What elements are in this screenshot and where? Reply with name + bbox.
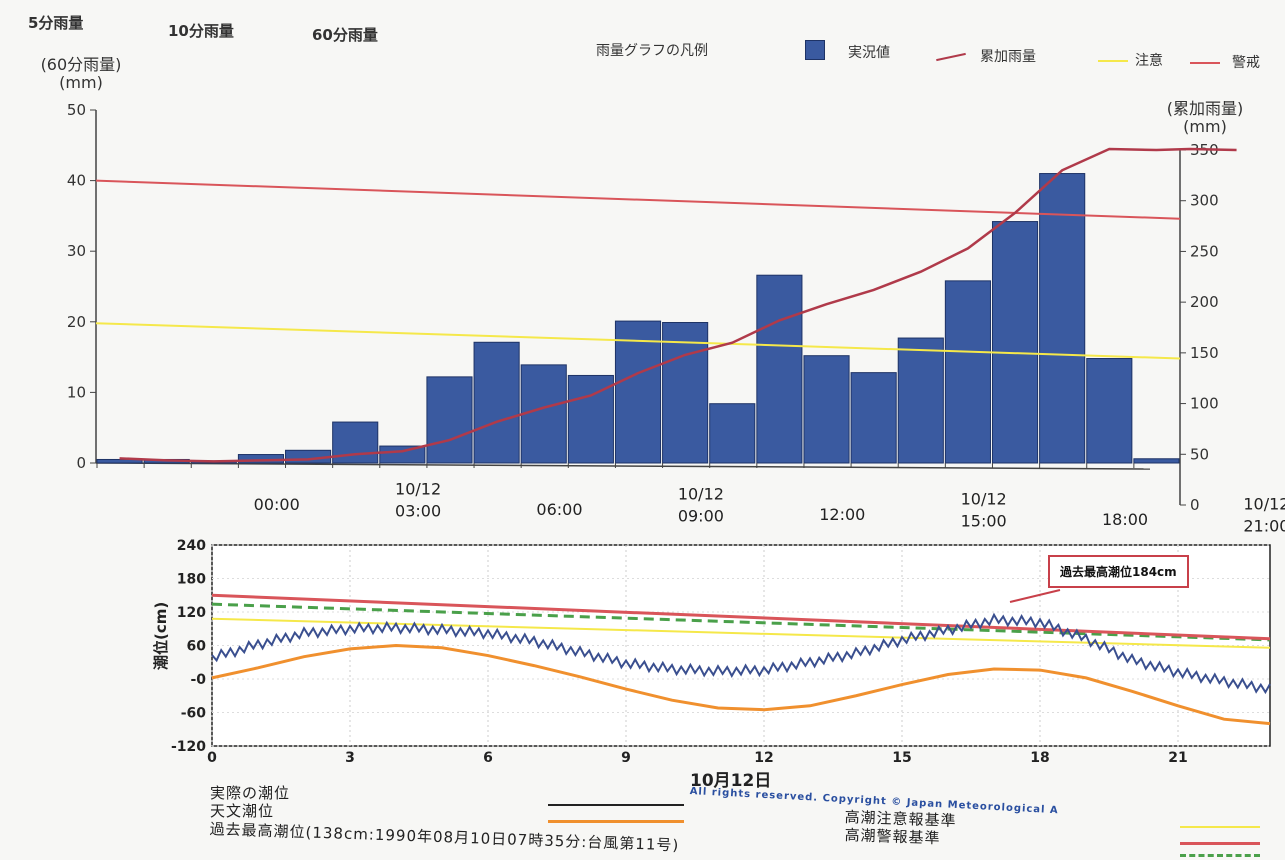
x-tick-label-time: 09:00 <box>678 507 724 526</box>
callout-pointer <box>1009 589 1061 603</box>
x-tick-label-date: 10/12 <box>678 485 724 504</box>
rain-bar <box>614 320 662 464</box>
tide-warning-line <box>211 602 1271 642</box>
tide-x-tick-label: 9 <box>621 750 631 766</box>
record-tide-callout: 過去最高潮位184cm <box>1048 555 1189 588</box>
right-tick-label: 50 <box>1190 445 1209 463</box>
tide-legend-record: 過去最高潮位(138cm:1990年08月10日07時35分:台風第11号) <box>209 819 680 855</box>
left-tick-label: 20 <box>67 313 86 331</box>
left-tick-label: 10 <box>67 383 86 401</box>
x-tick-label-date: 10/12 <box>1243 495 1285 514</box>
right-tick-label: 200 <box>1190 293 1219 311</box>
tide-legend-swatch-record <box>1180 854 1260 857</box>
rain-bar <box>897 337 944 464</box>
tide-x-axis-title: 10月12日 <box>690 771 772 791</box>
legend-swatch-caution <box>1098 60 1128 62</box>
tide-x-tick-label: 15 <box>892 750 911 766</box>
rain-bar <box>567 374 614 464</box>
right-tick-label: 300 <box>1190 192 1219 210</box>
tide-x-tick-label: 21 <box>1168 750 1187 766</box>
tide-chart: 0 3 6 9 12 15 18 21 240 180 120 60 -0 -60 -120 <box>171 538 1271 766</box>
rain-bar <box>379 445 426 464</box>
legend-swatch-warning <box>1190 62 1220 64</box>
caution-line <box>95 322 1181 360</box>
tide-y-tick-label: -120 <box>171 739 206 755</box>
right-axis-title-line1: (累加雨量) <box>1166 99 1244 118</box>
x-tick-label-time: 00:00 <box>254 495 300 514</box>
rain-bar <box>1039 173 1086 464</box>
x-tick-label-date: 10/12 <box>395 480 441 499</box>
right-tick-label: 150 <box>1190 344 1219 362</box>
x-tick-label-time: 15:00 <box>961 512 1007 531</box>
right-axis-title: (累加雨量) (mm) <box>1140 100 1270 136</box>
tab-5min[interactable]: 5分雨量 <box>28 14 84 32</box>
left-tick-label: 50 <box>67 101 86 119</box>
tide-x-tick-label: 18 <box>1030 750 1049 766</box>
legend-label-warning: 警戒 <box>1232 55 1260 71</box>
tab-10min[interactable]: 10分雨量 <box>168 22 234 40</box>
rain-bar <box>803 355 850 464</box>
x-tick-label-time: 06:00 <box>536 500 582 519</box>
tide-y-tick-label: 240 <box>177 538 206 554</box>
right-tick-label: 100 <box>1190 395 1219 413</box>
tide-y-tick-label: 120 <box>177 605 206 621</box>
left-tick-label: 30 <box>67 242 86 260</box>
cumulative-rain-line <box>119 147 1237 463</box>
rain-bar <box>520 364 567 464</box>
tide-x-tick-label: 12 <box>754 750 773 766</box>
legend-label-cumulative: 累加雨量 <box>980 49 1036 65</box>
legend-label-observed: 実況値 <box>848 45 890 61</box>
tab-60min[interactable]: 60分雨量 <box>312 26 378 44</box>
tide-legend-astro: 天文潮位 <box>210 802 275 820</box>
tide-legend-warning: 高潮警報基準 <box>844 825 941 848</box>
tide-legend-swatch-astro <box>548 820 684 823</box>
rain-bar <box>991 221 1039 464</box>
right-axis-title-line2: (mm) <box>1183 117 1227 136</box>
tide-x-tick-label: 3 <box>345 750 355 766</box>
tide-y-tick-label: 60 <box>187 639 207 655</box>
observed-tide-line <box>211 612 1271 695</box>
rain-bar <box>756 274 803 464</box>
rain-bar <box>709 403 756 464</box>
tide-y-axis-title: 潮位(cm) <box>152 601 170 670</box>
legend-title: 雨量グラフの凡例 <box>596 43 708 59</box>
tide-x-tick-label: 0 <box>207 750 217 766</box>
left-tick-label: 0 <box>76 454 86 472</box>
tide-record-line <box>211 593 1271 641</box>
left-tick-label: 40 <box>67 172 86 190</box>
rain-bar <box>1133 458 1180 464</box>
x-tick-label-time: 03:00 <box>395 502 441 521</box>
rain-bar <box>426 376 473 464</box>
tide-x-tick-label: 6 <box>483 750 493 766</box>
left-axis-title-line1: (60分雨量) <box>40 55 122 74</box>
x-tick-label-time: 18:00 <box>1102 510 1148 529</box>
right-tick-label: 250 <box>1190 242 1219 260</box>
tide-legend-actual: 実際の潮位 <box>210 784 291 802</box>
x-tick-label-time: 21:00 <box>1243 517 1285 536</box>
left-axis-title-line2: (mm) <box>59 73 103 92</box>
x-tick-label-time: 12:00 <box>819 505 865 524</box>
rain-chart: 0102030405005010015020025030035000:0010/… <box>67 101 1285 536</box>
astronomical-tide-line <box>211 643 1271 726</box>
rain-bar <box>850 372 897 464</box>
rain-bar <box>473 341 520 464</box>
x-axis-line <box>95 462 1151 470</box>
warning-line <box>95 179 1181 220</box>
legend-swatch-observed <box>805 40 825 60</box>
left-axis-title: (60分雨量) (mm) <box>6 56 156 92</box>
right-tick-label: 0 <box>1190 496 1200 514</box>
tide-y-tick-label: 180 <box>177 572 206 588</box>
tide-legend-swatch-caution <box>1180 826 1260 828</box>
rain-bar <box>944 280 991 464</box>
rain-bar <box>662 322 709 464</box>
tide-y-tick-label: -0 <box>190 672 206 688</box>
tide-y-tick-label: -60 <box>181 706 207 722</box>
rain-bar <box>1086 358 1133 464</box>
tide-legend-swatch-actual <box>548 804 684 806</box>
tide-legend-swatch-warning <box>1180 842 1260 845</box>
x-tick-label-date: 10/12 <box>961 490 1007 509</box>
legend-label-caution: 注意 <box>1135 53 1163 69</box>
